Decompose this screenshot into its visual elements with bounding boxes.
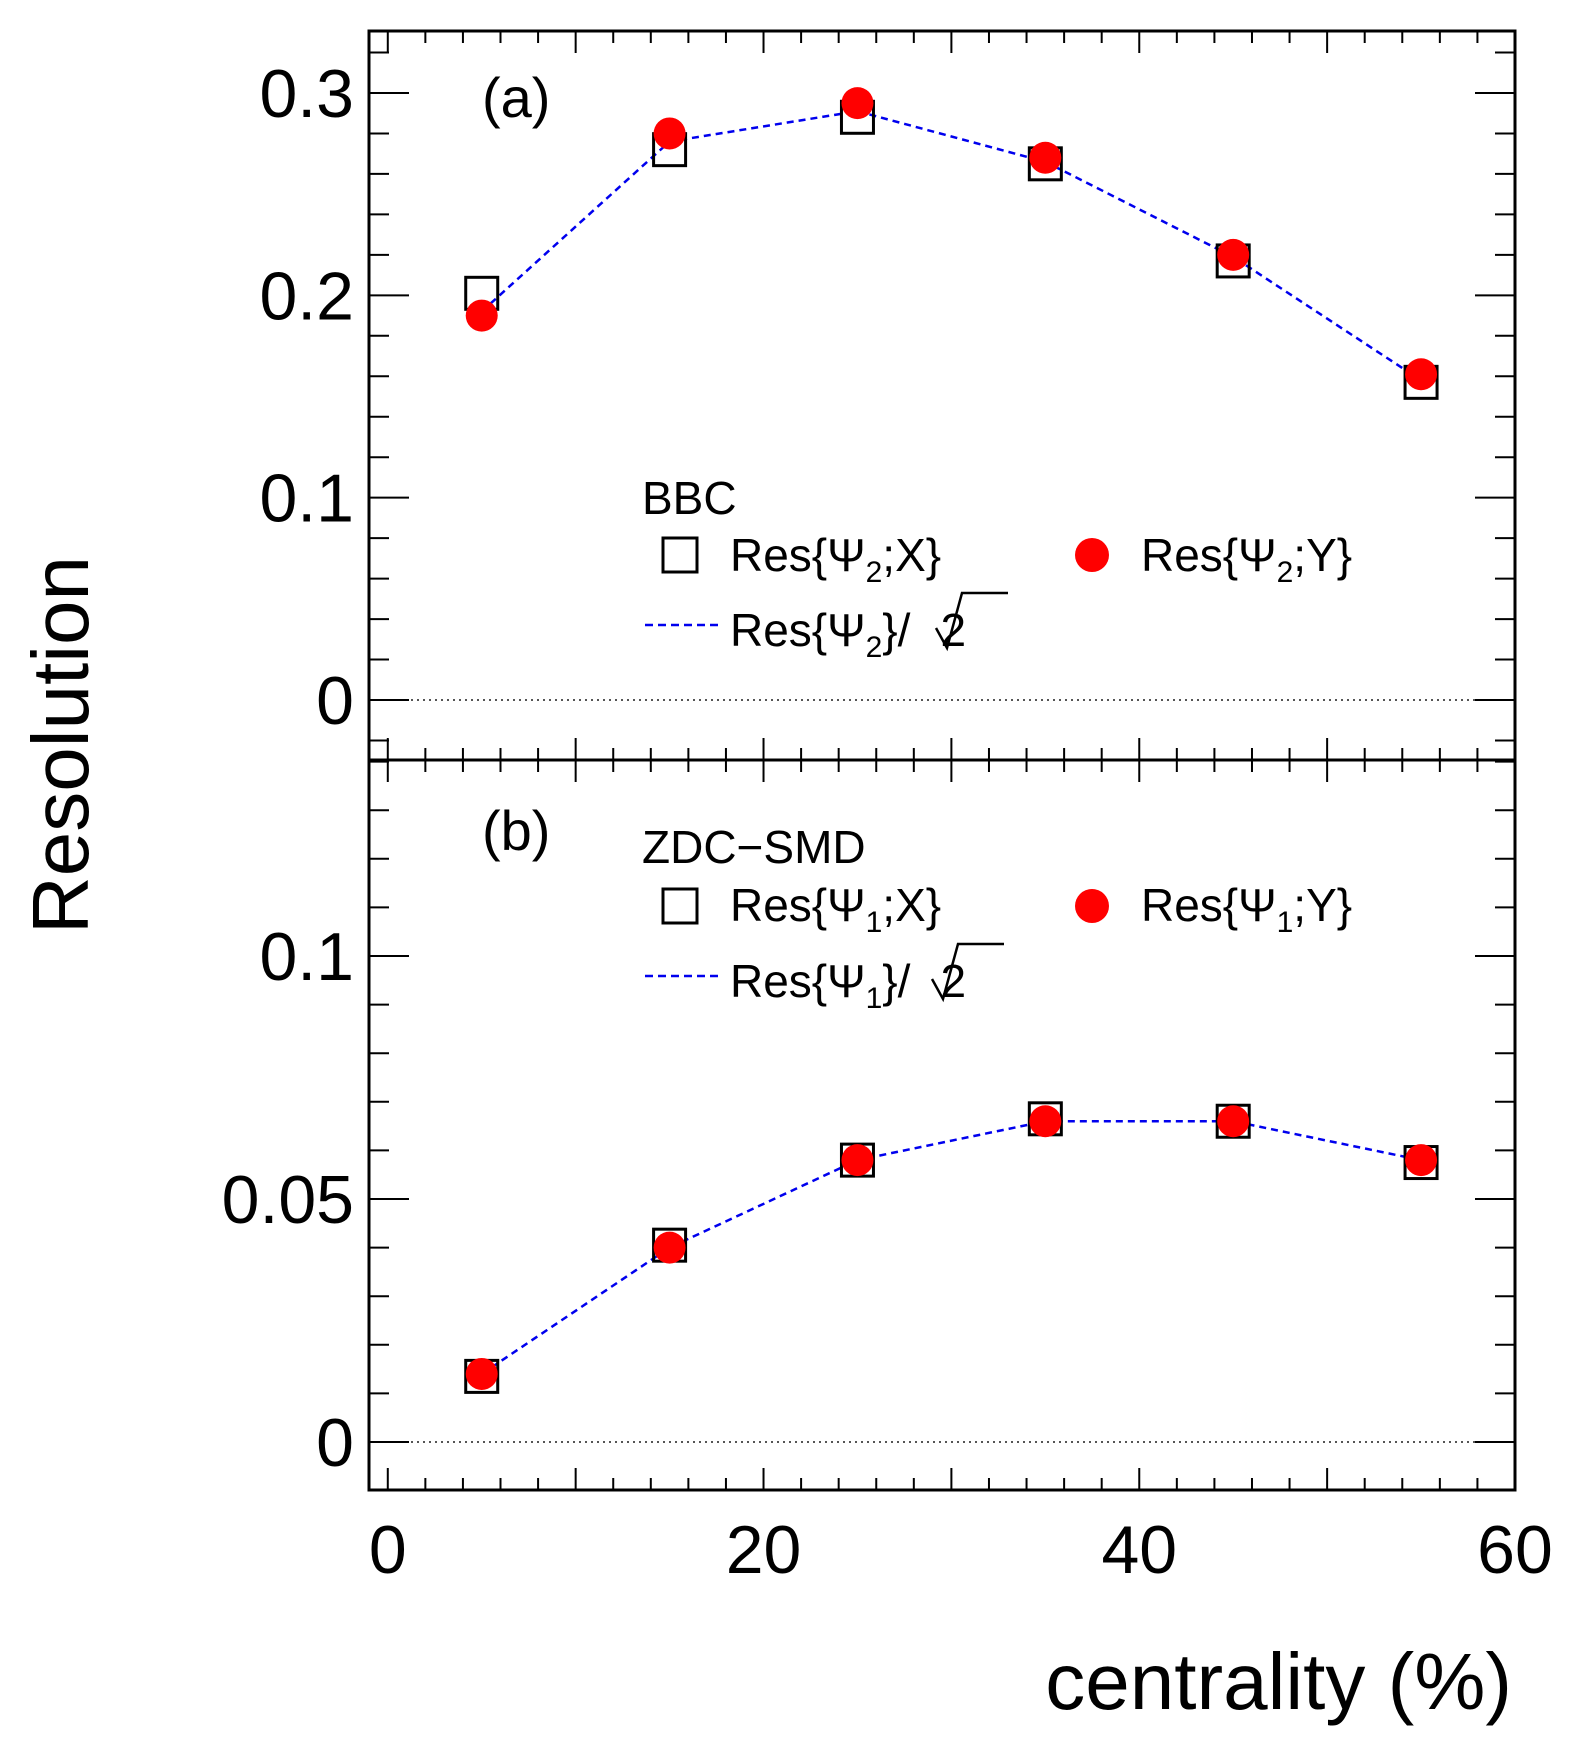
panel-b-circle-point (1217, 1105, 1250, 1138)
panel-b-ytick-label: 0.1 (259, 919, 354, 995)
legend-b-square-marker (661, 887, 699, 925)
legend-b-line-label: Res{Ψ1}/2 (730, 955, 966, 1015)
panel-b-circle-point (465, 1357, 498, 1390)
legend-a-sqrt-radicand: 2 (940, 604, 966, 656)
panel-a-circle-point (841, 87, 874, 120)
panel-a-dashed-line (480, 109, 1422, 382)
x-tick-label: 20 (726, 1512, 802, 1588)
zero-lines (369, 699, 1515, 1443)
panel-a-ytick-label: 0.1 (259, 461, 354, 537)
legend-b: ZDC−SMD Res{Ψ1;X} Res{Ψ1;Y} Res{Ψ1}/2 (642, 821, 1352, 1015)
panel-b-circle-point (1029, 1105, 1062, 1138)
panel-a-circle-point (1217, 238, 1250, 271)
legend-a-square-marker (661, 536, 699, 574)
panel-b-frame (367, 758, 1517, 1492)
frames (367, 29, 1517, 1492)
x-tick-label: 40 (1101, 1512, 1177, 1588)
panel-b-ytick-label: 0.05 (222, 1162, 354, 1238)
panel-b-circle-point (653, 1231, 686, 1264)
panel-b-circle-point (1405, 1144, 1438, 1177)
legend-a-sqrt-sign (934, 591, 1008, 652)
panel-a-ytick-label: 0.2 (259, 258, 354, 334)
legend-b-y-label: Res{Ψ1;Y} (1141, 879, 1352, 939)
panel-a-ytick-label: 0.3 (259, 56, 354, 132)
legend-a-x-label: Res{Ψ2;X} (730, 529, 941, 589)
panel-a-circle-point (465, 299, 498, 332)
panel-label-a: (a) (482, 66, 550, 129)
legend-a-title: BBC (642, 472, 737, 524)
data-series (464, 87, 1439, 1394)
panel-a-circle-point (653, 117, 686, 150)
legend-a-y-label: Res{Ψ2;Y} (1141, 529, 1352, 589)
legend-a-line-label: Res{Ψ2}/2 (730, 604, 966, 664)
tick-labels: 0 0.1 0.2 0.3 0 0.05 0.1 0 20 40 60 (222, 56, 1553, 1588)
legend-b-sqrt-sign (930, 942, 1004, 1003)
axis-ticks (369, 31, 1516, 1490)
x-axis-title: centrality (%) (1045, 1637, 1512, 1726)
panel-b-ytick-label: 0 (316, 1405, 354, 1481)
panel-a-circle-point (1029, 141, 1062, 174)
panel-b-circle-point (841, 1144, 874, 1177)
y-axis-title: Resolution (16, 556, 105, 934)
legend-b-circle-marker (1075, 889, 1109, 923)
legend-b-title: ZDC−SMD (642, 821, 866, 873)
x-tick-label: 60 (1477, 1512, 1553, 1588)
legend-a: BBC Res{Ψ2;X} Res{Ψ2;Y} Res{Ψ2}/2 (642, 472, 1352, 664)
panel-a-ytick-label: 0 (316, 663, 354, 739)
panel-b-dashed-line (481, 1119, 1422, 1375)
panel-a-circle-point (1405, 358, 1438, 391)
legend-a-circle-marker (1075, 538, 1109, 572)
x-tick-label: 0 (369, 1512, 407, 1588)
panel-label-b: (b) (482, 799, 550, 862)
legend-b-x-label: Res{Ψ1;X} (730, 879, 941, 939)
